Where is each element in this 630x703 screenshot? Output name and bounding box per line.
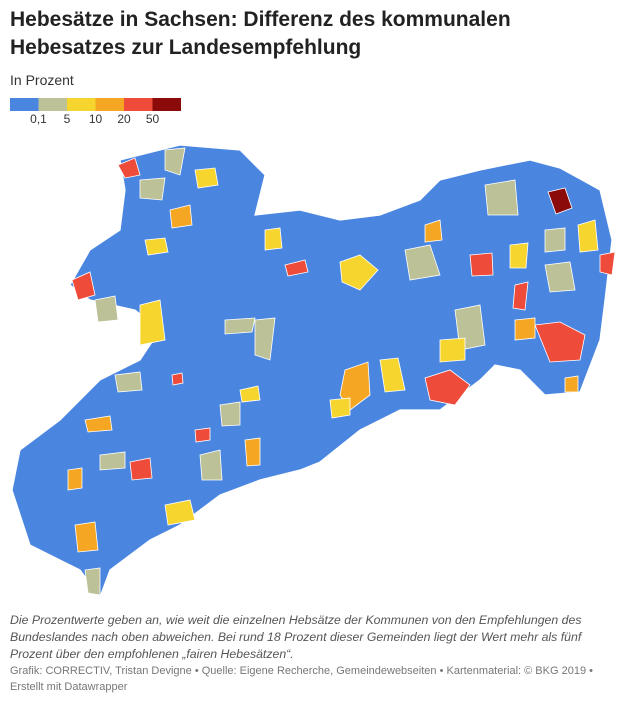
legend-swatch: [152, 98, 181, 111]
subtitle: In Prozent: [10, 72, 74, 88]
legend-label: 0,1: [30, 112, 47, 126]
legend-swatch: [124, 98, 153, 111]
map: [11, 144, 616, 599]
title: Hebesätze in Sachsen: Differenz des komm…: [10, 8, 511, 59]
legend-label: 5: [64, 112, 71, 126]
notes: Die Prozentwerte geben an, wie weit die …: [10, 613, 582, 661]
legend-swatch: [38, 98, 67, 111]
legend-label: 20: [117, 112, 131, 126]
state-area: [11, 144, 613, 599]
footer: Grafik: CORRECTIV, Tristan Devigne • Que…: [10, 665, 593, 693]
legend-label: 10: [89, 112, 103, 126]
legend: 0,1 5 10 20 50: [10, 98, 181, 126]
legend-swatch: [10, 98, 39, 111]
municipalities: [67, 147, 616, 596]
legend-swatch: [95, 98, 124, 111]
legend-label: 50: [146, 112, 160, 126]
legend-swatch: [67, 98, 96, 111]
